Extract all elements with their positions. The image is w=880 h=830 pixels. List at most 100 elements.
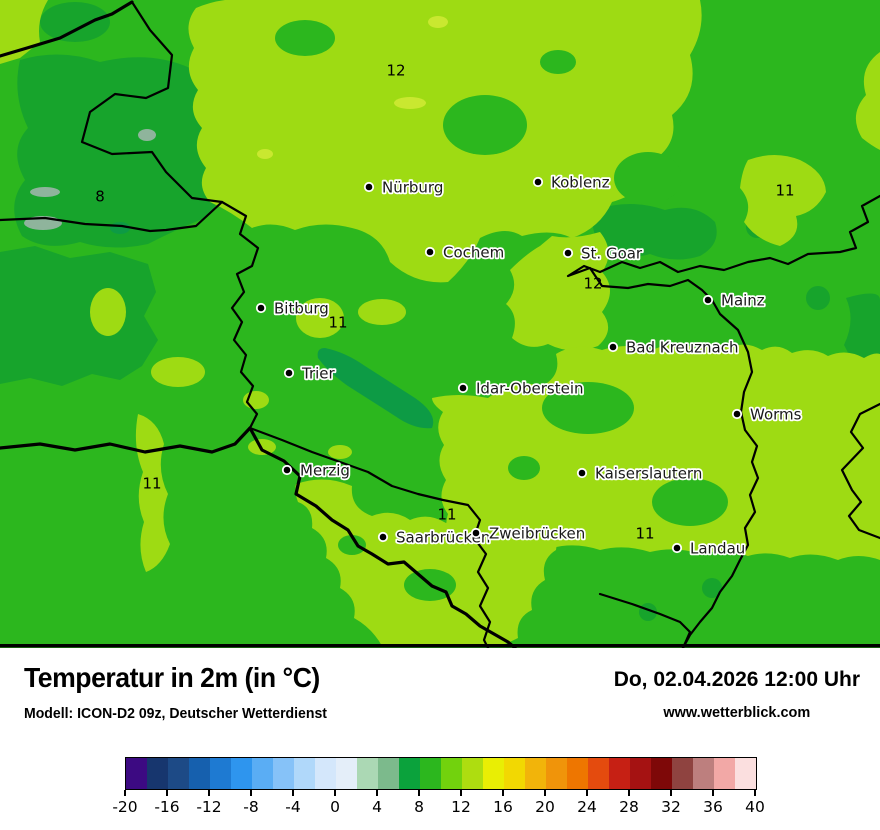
legend-color-segment: [672, 758, 693, 789]
legend-color-segment: [378, 758, 399, 789]
legend-color-segment: [588, 758, 609, 789]
legend-tick: [418, 790, 420, 796]
legend-colorbar: [125, 757, 757, 790]
city-marker-trier: Trier: [283, 363, 337, 384]
model-info: Modell: ICON-D2 09z, Deutscher Wetterdie…: [24, 706, 327, 722]
legend-color-segment: [609, 758, 630, 789]
legend-tick-label: -4: [285, 798, 301, 816]
city-label: Bitburg: [274, 300, 329, 318]
temperature-value-label: 8: [95, 188, 105, 206]
legend-color-segment: [714, 758, 735, 789]
city-marker-idar-oberstein: Idar-Oberstein: [457, 378, 585, 399]
legend-tick: [502, 790, 504, 796]
city-marker-bad-kreuznach: Bad Kreuznach: [607, 337, 740, 358]
legend-color-segment: [420, 758, 441, 789]
city-markers-layer: Nürburg Koblenz Cochem St. Goar Bitburg Mainz…: [255, 172, 803, 559]
legend-tick-label: -12: [196, 798, 222, 816]
national-border: [0, 426, 252, 454]
website-text: www.wetterblick.com: [663, 705, 811, 721]
legend-color-segment: [147, 758, 168, 789]
national-border: [248, 426, 517, 648]
city-label: Nürburg: [382, 179, 443, 197]
legend-color-segment: [168, 758, 189, 789]
temperature-legend: -20 -16 -12 -8 -4 0 4 8 12 16 20 24 28 32 36 40: [112, 757, 765, 819]
legend-color-segment: [735, 758, 756, 789]
legend-tick-label: -16: [154, 798, 180, 816]
legend-tick-label: -20: [112, 798, 138, 816]
city-label: Saarbrücken: [396, 529, 490, 547]
legend-tick: [670, 790, 672, 796]
temperature-map: 12 8 11 12 11 11 11 11 Nürburg Koblenz Cochem St. …: [0, 0, 880, 648]
city-dot-icon: [255, 302, 267, 314]
temperature-value-label: 11: [775, 182, 794, 200]
forecast-datetime: Do, 02.04.2026 12:00 Uhr: [613, 668, 860, 691]
page-title: Temperatur in 2m (in °C): [24, 662, 320, 693]
city-marker-bitburg: Bitburg: [255, 298, 330, 319]
date-block: Do, 02.04.2026 12:00 Uhr www.wetterblick…: [614, 668, 860, 721]
map-canvas: 12 8 11 12 11 11 11 11 Nürburg Koblenz Cochem St. …: [0, 0, 880, 648]
city-label: Trier: [301, 365, 336, 383]
map-bottom-border: [0, 644, 880, 648]
footer: Temperatur in 2m (in °C) Modell: ICON-D2…: [0, 648, 880, 830]
city-dot-icon: [363, 181, 375, 193]
legend-color-segment: [399, 758, 420, 789]
legend-tick-label: 36: [703, 798, 723, 816]
state-borders: [0, 0, 880, 648]
city-dot-icon: [470, 527, 482, 539]
national-border: [0, 0, 134, 58]
legend-tick: [166, 790, 168, 796]
legend-color-segment: [231, 758, 252, 789]
legend-tick-label: 32: [661, 798, 681, 816]
legend-tick: [292, 790, 294, 796]
city-marker-cochem: Cochem: [424, 242, 506, 263]
legend-tick-label: 40: [745, 798, 765, 816]
legend-color-segment: [252, 758, 273, 789]
legend-color-segment: [567, 758, 588, 789]
city-marker-koblenz: Koblenz: [532, 172, 611, 193]
temperature-field: [0, 0, 880, 648]
city-marker-saarbrücken: Saarbrücken: [377, 527, 492, 548]
legend-tick-label: 8: [414, 798, 424, 816]
legend-tick: [208, 790, 210, 796]
city-dot-icon: [607, 341, 619, 353]
legend-tick: [334, 790, 336, 796]
legend-tick-label: 12: [451, 798, 471, 816]
legend-color-segment: [441, 758, 462, 789]
legend-tick: [544, 790, 546, 796]
city-label: Landau: [690, 540, 745, 558]
legend-tick-label: -8: [243, 798, 259, 816]
legend-tick-label: 24: [577, 798, 597, 816]
city-label: Cochem: [443, 244, 504, 262]
temperature-value-label: 11: [328, 314, 347, 332]
city-dot-icon: [671, 542, 683, 554]
city-label: Worms: [750, 406, 802, 424]
city-marker-merzig: Merzig: [281, 460, 352, 481]
city-label: Idar-Oberstein: [476, 380, 584, 398]
city-label: Zweibrücken: [489, 525, 585, 543]
legend-color-segment: [483, 758, 504, 789]
legend-color-segment: [546, 758, 567, 789]
legend-tick: [250, 790, 252, 796]
city-marker-landau: Landau: [671, 538, 747, 559]
city-dot-icon: [702, 294, 714, 306]
city-marker-zweibrücken: Zweibrücken: [470, 523, 587, 544]
temperature-labels-layer: 12 8 11 12 11 11 11 11: [95, 62, 794, 543]
legend-tick: [376, 790, 378, 796]
legend-color-segment: [693, 758, 714, 789]
legend-tick: [754, 790, 756, 796]
city-marker-mainz: Mainz: [702, 290, 767, 311]
city-dot-icon: [731, 408, 743, 420]
legend-color-segment: [210, 758, 231, 789]
legend-tick: [460, 790, 462, 796]
legend-color-segment: [525, 758, 546, 789]
legend-color-segment: [504, 758, 525, 789]
legend-tick: [124, 790, 126, 796]
city-label: Mainz: [721, 292, 765, 310]
legend-tick-label: 20: [535, 798, 555, 816]
temperature-value-label: 12: [583, 275, 602, 293]
city-dot-icon: [283, 367, 295, 379]
temperature-value-label: 11: [635, 525, 654, 543]
city-dot-icon: [532, 176, 544, 188]
city-label: Merzig: [300, 462, 350, 480]
